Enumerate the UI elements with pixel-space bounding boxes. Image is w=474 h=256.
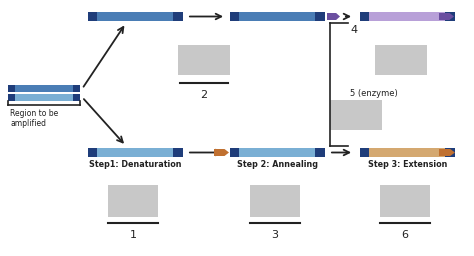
Polygon shape <box>214 149 229 156</box>
Text: Step 2: Annealing: Step 2: Annealing <box>237 160 318 169</box>
Text: Step1: Denaturation: Step1: Denaturation <box>89 160 182 169</box>
FancyBboxPatch shape <box>230 148 325 157</box>
FancyBboxPatch shape <box>330 100 382 130</box>
Polygon shape <box>439 149 455 156</box>
Text: 5 (enzyme): 5 (enzyme) <box>350 90 398 99</box>
FancyBboxPatch shape <box>375 45 427 75</box>
FancyBboxPatch shape <box>360 12 455 21</box>
FancyBboxPatch shape <box>88 12 98 21</box>
FancyBboxPatch shape <box>178 45 230 75</box>
Text: Region to be
amplified: Region to be amplified <box>10 109 58 129</box>
Polygon shape <box>327 13 340 20</box>
FancyBboxPatch shape <box>173 12 183 21</box>
FancyBboxPatch shape <box>446 148 455 157</box>
FancyBboxPatch shape <box>73 85 80 92</box>
FancyBboxPatch shape <box>316 148 325 157</box>
Text: 1: 1 <box>129 230 137 240</box>
FancyBboxPatch shape <box>88 12 183 21</box>
FancyBboxPatch shape <box>8 85 15 92</box>
Polygon shape <box>439 13 454 20</box>
FancyBboxPatch shape <box>173 148 183 157</box>
FancyBboxPatch shape <box>108 185 158 217</box>
FancyBboxPatch shape <box>360 148 455 157</box>
Text: 2: 2 <box>201 90 208 100</box>
FancyBboxPatch shape <box>446 12 455 21</box>
Text: 6: 6 <box>401 230 409 240</box>
Text: 3: 3 <box>272 230 279 240</box>
FancyBboxPatch shape <box>380 185 430 217</box>
FancyBboxPatch shape <box>73 94 80 101</box>
FancyBboxPatch shape <box>88 148 98 157</box>
Text: Step 3: Extension: Step 3: Extension <box>368 160 447 169</box>
FancyBboxPatch shape <box>316 12 325 21</box>
FancyBboxPatch shape <box>360 148 370 157</box>
FancyBboxPatch shape <box>230 148 239 157</box>
FancyBboxPatch shape <box>8 94 80 101</box>
FancyBboxPatch shape <box>230 12 325 21</box>
FancyBboxPatch shape <box>8 94 15 101</box>
FancyBboxPatch shape <box>8 85 80 92</box>
Text: 4: 4 <box>350 25 357 35</box>
FancyBboxPatch shape <box>88 148 183 157</box>
FancyBboxPatch shape <box>250 185 300 217</box>
FancyBboxPatch shape <box>360 12 370 21</box>
FancyBboxPatch shape <box>230 12 239 21</box>
